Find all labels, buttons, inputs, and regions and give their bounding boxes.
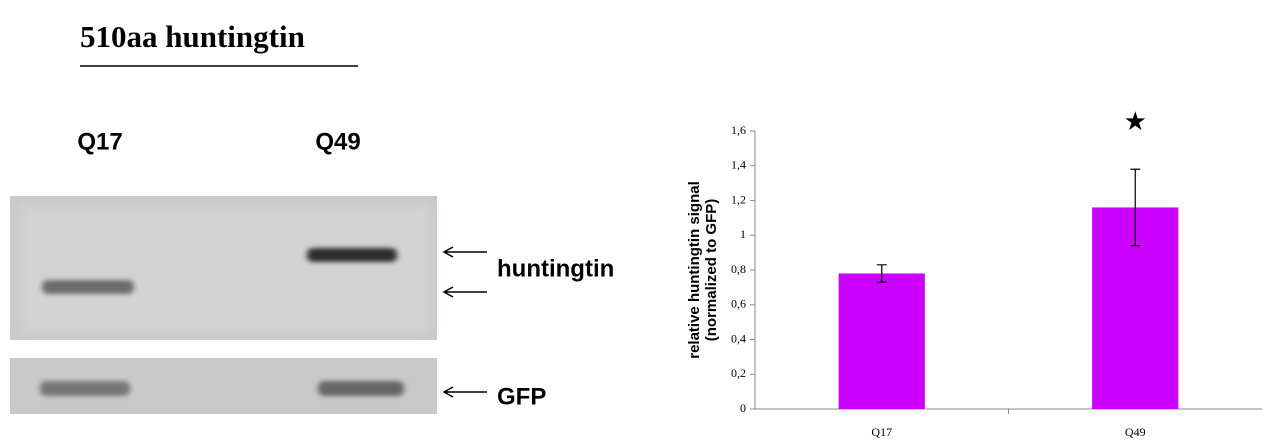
y-axis-label-line: relative huntingtin signal xyxy=(686,181,703,359)
band-label: huntingtin xyxy=(497,255,614,282)
arrows xyxy=(444,247,487,397)
y-tick-label: 0 xyxy=(740,401,746,415)
y-tick-label: 0,4 xyxy=(731,331,746,345)
page: {"blot": {"title": "510aa huntingtin", "… xyxy=(0,0,1263,442)
y-tick-label: 1,2 xyxy=(731,192,746,206)
y-tick-label: 1 xyxy=(740,227,746,241)
y-tick-label: 1,6 xyxy=(731,123,746,137)
blot-title: 510aa huntingtin xyxy=(80,19,305,54)
lane-label: Q49 xyxy=(315,128,360,155)
y-tick-label: 1,4 xyxy=(731,158,746,172)
y-tick-label: 0,8 xyxy=(731,262,746,276)
bar-chart: 0 0,2 0,4 0,6 0,8 1 1,2 1,4 1,6 relative huntingt… xyxy=(686,106,1262,439)
figure: 510aa huntingtin Q17 Q49 huntingtin GFP … xyxy=(0,0,1263,442)
y-tick-label: 0,6 xyxy=(731,297,746,311)
y-axis-label: relative huntingtin signal(normalized to… xyxy=(686,181,720,359)
annotation: ★ xyxy=(1124,106,1147,136)
blot-top xyxy=(10,196,437,340)
y-axis-label-line: (normalized to GFP) xyxy=(703,199,720,342)
band-label: GFP xyxy=(497,383,546,410)
y-tick-label: 0,2 xyxy=(731,366,746,380)
blot-gfp xyxy=(10,358,437,414)
bar xyxy=(839,273,925,409)
x-tick-label: Q17 xyxy=(871,425,892,439)
lane-label: Q17 xyxy=(77,128,122,155)
x-tick-label: Q49 xyxy=(1125,425,1146,439)
